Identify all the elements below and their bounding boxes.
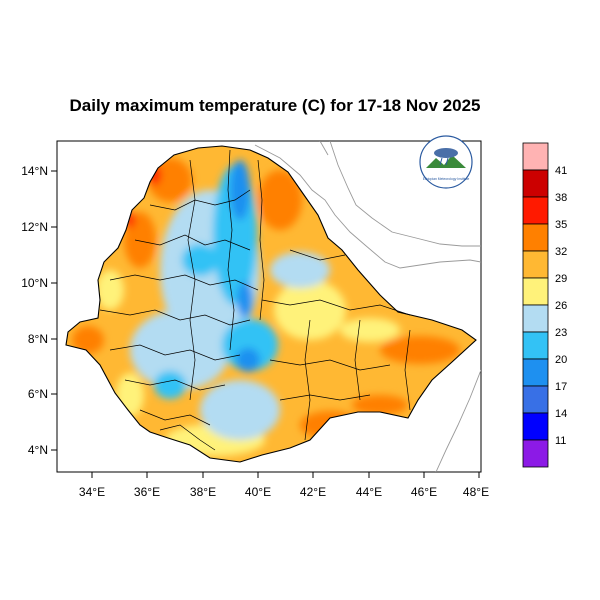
east-hot-region: [380, 336, 460, 364]
southeast-hot-region: [352, 395, 408, 415]
bale-cold-region: [222, 319, 278, 371]
colorbar-label: 20: [555, 354, 567, 366]
x-tick-label: 48°E: [463, 485, 489, 499]
colorbar-label: 17: [555, 381, 567, 393]
east-mild-region: [274, 280, 346, 340]
gambela-hot-region: [72, 326, 104, 354]
colorbar-label: 23: [555, 327, 567, 339]
colorbar-swatch: [522, 439, 549, 468]
central-coldest-band: [237, 282, 253, 318]
x-tick-label: 40°E: [245, 485, 271, 499]
colorbar-swatch: [522, 250, 549, 279]
southwest-cool-region: [130, 310, 230, 390]
colorbar-label: 26: [555, 300, 567, 312]
colorbar-label: 38: [555, 192, 567, 204]
x-tick-label: 44°E: [356, 485, 382, 499]
colorbar-swatch: [522, 385, 549, 414]
colorbar-label: 29: [555, 273, 567, 285]
y-tick-label: 6°N: [28, 387, 48, 401]
colorbar-swatch: [522, 331, 549, 360]
west-mild-region: [96, 270, 124, 310]
axis-ticks: [51, 170, 480, 478]
colorbar-swatch: [522, 277, 549, 306]
colorbar-swatch: [522, 412, 549, 441]
y-tick-label: 10°N: [21, 276, 48, 290]
colorbar-swatch: [522, 196, 549, 225]
southeast-coldest-spot: [236, 348, 260, 372]
colorbar-swatch: [522, 169, 549, 198]
x-tick-label: 46°E: [411, 485, 437, 499]
colorbar-label: 14: [555, 408, 567, 420]
x-tick-label: 36°E: [134, 485, 160, 499]
neighbor-borders: [254, 141, 481, 472]
map-title: Daily maximum temperature (C) for 17-18 …: [69, 96, 481, 115]
x-tick-label: 34°E: [79, 485, 105, 499]
y-axis-labels: 14°N 12°N 10°N 8°N 6°N 4°N: [21, 164, 48, 457]
y-tick-label: 4°N: [28, 443, 48, 457]
colorbar-label: 32: [555, 246, 567, 258]
x-axis-labels: 34°E 36°E 38°E 40°E 42°E 44°E 46°E 48°E: [79, 485, 489, 499]
x-tick-label: 38°E: [190, 485, 216, 499]
y-tick-label: 12°N: [21, 220, 48, 234]
x-tick-label: 42°E: [300, 485, 326, 499]
afar-hot-region: [258, 170, 302, 230]
colorbar-swatch: [522, 358, 549, 387]
south-cool-region: [200, 380, 280, 440]
meteorology-logo-icon: Ethiopian Meteorology Institute: [419, 135, 473, 189]
southwest-cold-region: [154, 371, 186, 399]
admin-borders: [65, 145, 477, 463]
north-coldest-band: [230, 160, 250, 220]
y-tick-label: 8°N: [28, 332, 48, 346]
ogaden-mild-region: [340, 318, 400, 342]
colorbar-label: 35: [555, 219, 567, 231]
y-tick-label: 14°N: [21, 164, 48, 178]
logo-text: Ethiopian Meteorology Institute: [423, 177, 470, 181]
west-cold-region: [182, 244, 218, 276]
colorbar-swatch: [522, 223, 549, 252]
colorbar-swatch: [522, 304, 549, 333]
colorbar-label: 11: [555, 435, 566, 447]
colorbar: 41 38 35 32 29 26 23 20 17 14 11: [522, 142, 567, 468]
colorbar-label: 41: [555, 165, 567, 177]
east-cool-region: [270, 252, 330, 288]
colorbar-swatch: [522, 142, 549, 171]
